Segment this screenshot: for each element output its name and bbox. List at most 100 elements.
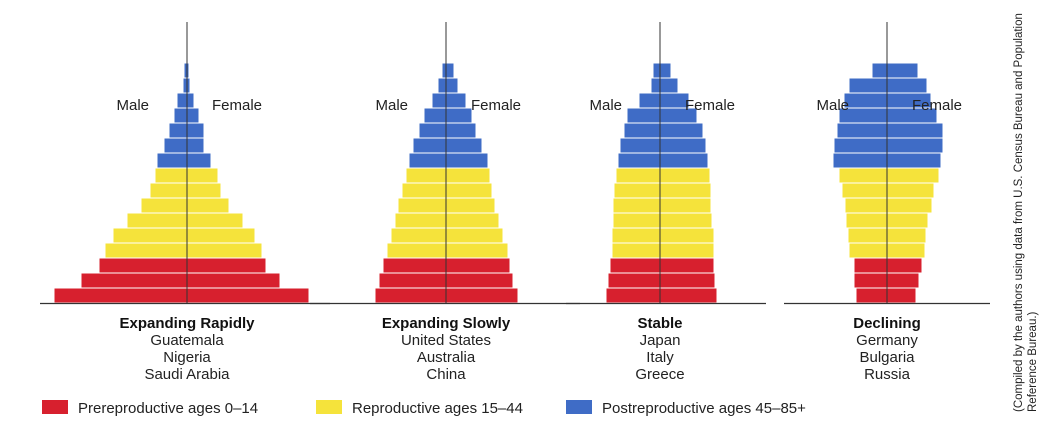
pyramid-title: Expanding Rapidly (119, 315, 255, 332)
bar-female-row-2 (659, 272, 716, 289)
bar-male-row-1 (53, 287, 188, 304)
bar-male-row-9 (838, 167, 888, 184)
bar-female-row-6 (445, 212, 500, 229)
bar-male-row-11 (163, 137, 188, 154)
bar-male-row-9 (405, 167, 447, 184)
legend-swatch-prereproductive (42, 400, 68, 414)
pyramid-expanding-rapidly: Male Female Expanding RapidlyGuatemalaNige… (40, 22, 330, 383)
bar-male-row-14 (843, 92, 888, 109)
bar-female-row-9 (186, 167, 219, 184)
bar-female-row-8 (886, 182, 935, 199)
bar-female-row-7 (886, 197, 933, 214)
bar-female-row-16 (659, 62, 672, 79)
source-credit-line-2: Reference Bureau.) (1027, 311, 1039, 412)
label-male: Male (375, 97, 408, 114)
bar-male-row-1 (374, 287, 447, 304)
bar-female-row-10 (445, 152, 489, 169)
bar-female-row-2 (886, 272, 920, 289)
bar-male-row-6 (612, 212, 661, 229)
bar-male-row-7 (397, 197, 447, 214)
bar-male-row-12 (623, 122, 661, 139)
bar-female-row-12 (659, 122, 704, 139)
label-female: Female (685, 97, 735, 114)
bar-female-row-7 (659, 197, 712, 214)
country-label: Saudi Arabia (144, 366, 230, 383)
bar-male-row-8 (401, 182, 447, 199)
pyramids-layer: Male Female Expanding RapidlyGuatemalaNige… (40, 22, 990, 383)
bar-female-row-16 (886, 62, 919, 79)
country-label: Russia (864, 366, 911, 383)
bar-female-row-11 (186, 137, 205, 154)
bar-male-row-9 (154, 167, 188, 184)
bar-female-row-1 (659, 287, 718, 304)
bar-female-row-12 (445, 122, 477, 139)
bar-male-row-6 (394, 212, 447, 229)
bar-male-row-16 (871, 62, 888, 79)
bar-male-row-14 (431, 92, 447, 109)
bar-female-row-14 (186, 92, 195, 109)
label-male: Male (816, 97, 849, 114)
bar-female-row-4 (186, 242, 263, 259)
bar-male-row-12 (836, 122, 888, 139)
pyramid-title: Expanding Slowly (382, 315, 511, 332)
legend-swatch-postreproductive (566, 400, 592, 414)
bar-female-row-11 (886, 137, 944, 154)
bar-female-row-11 (445, 137, 483, 154)
bar-male-row-4 (104, 242, 188, 259)
bar-male-row-3 (382, 257, 447, 274)
bar-female-row-9 (886, 167, 940, 184)
bar-female-row-6 (886, 212, 929, 229)
bar-male-row-13 (173, 107, 188, 124)
bar-male-row-16 (652, 62, 661, 79)
bar-female-row-4 (886, 242, 926, 259)
bar-male-row-13 (626, 107, 661, 124)
bar-male-row-4 (611, 242, 661, 259)
bar-male-row-10 (408, 152, 447, 169)
bar-female-row-6 (659, 212, 713, 229)
bar-male-row-2 (378, 272, 447, 289)
country-label: Australia (417, 349, 476, 366)
bar-female-row-14 (445, 92, 467, 109)
legend-label-prereproductive: Prereproductive ages 0–14 (78, 400, 258, 417)
bar-male-row-5 (847, 227, 888, 244)
bar-female-row-5 (886, 227, 927, 244)
label-female: Female (212, 97, 262, 114)
bar-female-row-16 (445, 62, 455, 79)
bar-male-row-2 (607, 272, 661, 289)
bar-male-row-12 (168, 122, 188, 139)
bar-female-row-13 (186, 107, 200, 124)
bar-male-row-8 (149, 182, 188, 199)
bar-female-row-10 (886, 152, 942, 169)
bar-male-row-3 (853, 257, 888, 274)
bar-female-row-8 (445, 182, 493, 199)
bar-male-row-15 (437, 77, 447, 94)
bar-male-row-1 (605, 287, 661, 304)
bar-female-row-1 (445, 287, 519, 304)
bar-male-row-5 (112, 227, 188, 244)
source-credit: (Compiled by the authors using data from… (1013, 13, 1039, 412)
bar-female-row-15 (659, 77, 679, 94)
bar-male-row-7 (844, 197, 888, 214)
bar-female-row-7 (445, 197, 496, 214)
bar-male-row-8 (613, 182, 661, 199)
bar-male-row-11 (833, 137, 888, 154)
bar-male-row-15 (848, 77, 888, 94)
bar-male-row-7 (140, 197, 188, 214)
bar-female-row-1 (886, 287, 917, 304)
bar-male-row-10 (156, 152, 188, 169)
bar-male-row-4 (386, 242, 447, 259)
country-label: Guatemala (150, 332, 224, 349)
country-label: Greece (635, 366, 684, 383)
bar-male-row-14 (638, 92, 661, 109)
bar-female-row-4 (659, 242, 715, 259)
bar-male-row-2 (853, 272, 888, 289)
bar-male-row-13 (423, 107, 447, 124)
bar-male-row-9 (615, 167, 661, 184)
label-male: Male (589, 97, 622, 114)
bar-female-row-11 (659, 137, 707, 154)
bar-male-row-11 (412, 137, 447, 154)
